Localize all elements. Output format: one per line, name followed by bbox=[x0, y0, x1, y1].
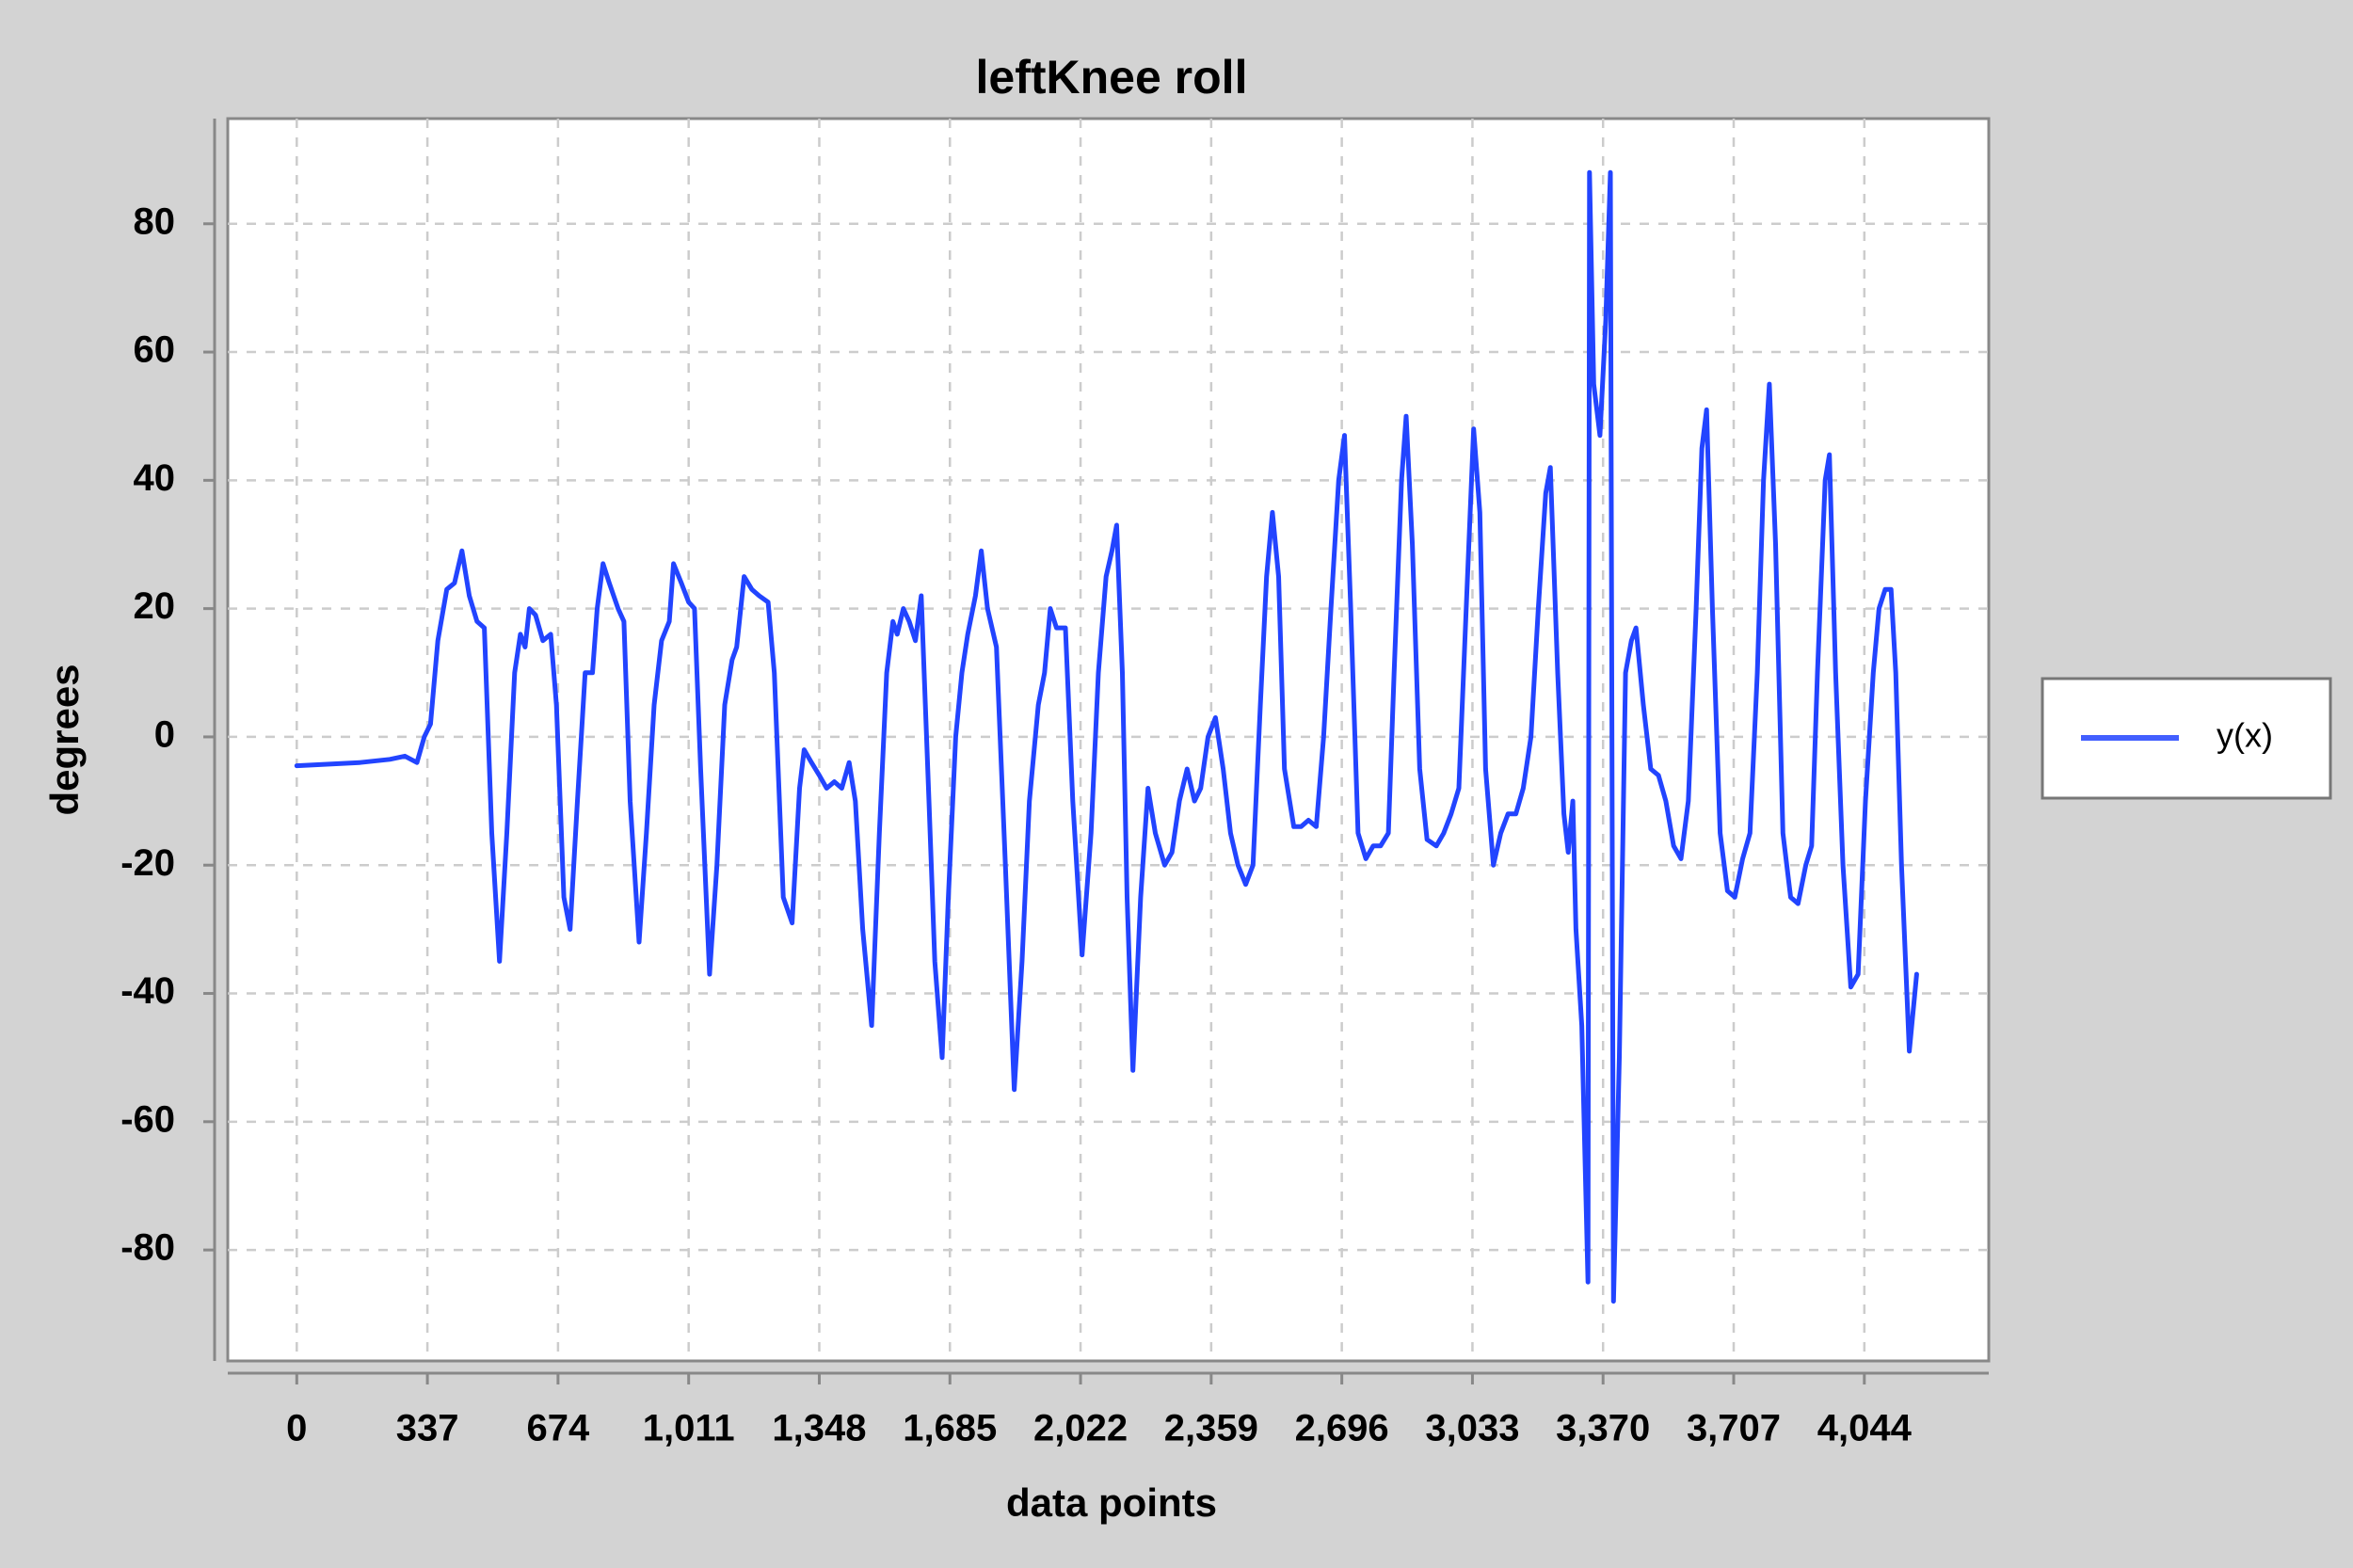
y-tick-label: 0 bbox=[154, 713, 175, 755]
y-axis-label: degrees bbox=[42, 664, 87, 815]
x-tick-label: 0 bbox=[286, 1408, 307, 1449]
legend-label: y(x) bbox=[2217, 716, 2273, 755]
chart-title: leftKnee roll bbox=[976, 51, 1248, 104]
x-tick-label: 2,696 bbox=[1295, 1408, 1389, 1449]
y-tick-label: 80 bbox=[134, 200, 176, 242]
x-axis-label: data points bbox=[1006, 1480, 1217, 1525]
y-tick-label: 40 bbox=[134, 457, 176, 499]
plot-area bbox=[226, 117, 1991, 1363]
x-tick-label: 4,044 bbox=[1817, 1408, 1913, 1449]
x-tick-label: 337 bbox=[396, 1408, 459, 1449]
x-tick-label: 674 bbox=[527, 1408, 590, 1449]
y-tick-label: -20 bbox=[120, 842, 175, 884]
x-tick-label: 1,685 bbox=[903, 1408, 997, 1449]
y-tick-label: -40 bbox=[120, 970, 175, 1012]
x-tick-label: 3,370 bbox=[1556, 1408, 1650, 1449]
x-tick-label: 1,011 bbox=[643, 1408, 735, 1449]
data-line bbox=[294, 169, 1919, 1304]
x-tick-label: 2,022 bbox=[1033, 1408, 1128, 1449]
y-tick-label: -60 bbox=[120, 1098, 175, 1140]
y-tick-label: 20 bbox=[134, 585, 176, 627]
x-tick-label: 3,707 bbox=[1687, 1408, 1781, 1449]
x-tick-label: 2,359 bbox=[1164, 1408, 1258, 1449]
y-tick-label: -80 bbox=[120, 1227, 175, 1269]
y-tick-label: 60 bbox=[134, 329, 176, 371]
x-tick-label: 3,033 bbox=[1425, 1408, 1519, 1449]
x-tick-label: 1,348 bbox=[772, 1408, 866, 1449]
